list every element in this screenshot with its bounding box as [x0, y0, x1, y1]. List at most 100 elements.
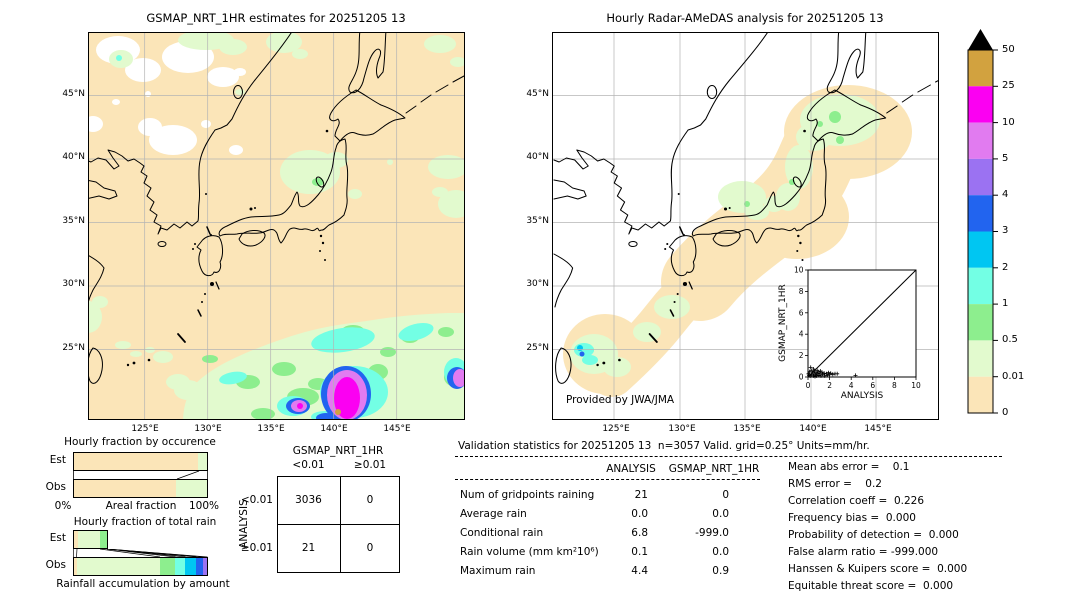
totalrain-obs-seg4: [175, 558, 185, 575]
stats-row-gsmap: 0.0: [712, 546, 729, 558]
cb-label-5: 5: [1002, 153, 1009, 164]
left-lat-40: 40°N: [62, 152, 85, 162]
left-lat-45: 45°N: [62, 89, 85, 99]
left-lon-135: 135°E: [257, 424, 285, 434]
stats-header-analysis: ANALYSIS: [606, 463, 656, 475]
right-lat-30: 30°N: [526, 279, 549, 289]
gsmap-map-canvas: [88, 32, 465, 420]
totalrain-est-seg3: [99, 531, 107, 548]
score-line: Probability of detection = 0.000: [788, 529, 959, 541]
cb-label-1: 1: [1002, 298, 1009, 309]
cb-label-4: 4: [1002, 189, 1009, 200]
totalrain-row-est: Est: [49, 532, 66, 544]
radar-frame: [552, 32, 939, 420]
cb-label-25: 25: [1002, 80, 1015, 91]
occurrence-obs-bar: [73, 479, 208, 498]
occurrence-est-bar: [73, 452, 208, 471]
right-lon-130: 130°E: [668, 424, 696, 434]
totalrain-est-bar: [73, 530, 108, 549]
cb-label-0: 0: [1002, 407, 1009, 418]
stats-title: Validation statistics for 20251205 13 n=…: [458, 440, 870, 452]
score-line: Correlation coeff = 0.226: [788, 495, 924, 507]
stats-row-analysis: 21: [634, 489, 648, 501]
stats-row-gsmap: 0.0: [712, 508, 729, 520]
totalrain-title: Hourly fraction of total rain: [73, 516, 217, 528]
svg-text:10: 10: [911, 381, 921, 390]
left-lat-35: 35°N: [62, 216, 85, 226]
right-lat-45: 45°N: [526, 89, 549, 99]
left-lon-145: 145°E: [383, 424, 411, 434]
cb-label-001: 0.01: [1002, 371, 1025, 382]
stats-row-analysis: 0.1: [631, 546, 648, 558]
contingency-hline: [277, 524, 400, 525]
totalrain-obs-seg1: [74, 558, 78, 575]
inset-identity-line: [807, 269, 917, 378]
stats-row-analysis: 6.8: [631, 527, 648, 539]
occurrence-x0: 0%: [54, 500, 72, 512]
colorbar-segments: [968, 50, 993, 413]
gsmap-aqua-dot-nw: [116, 55, 122, 61]
occurrence-obs-norain-segment: [74, 480, 177, 497]
contingency-col-label-ge: ≥0.01: [353, 459, 387, 471]
colorbar-overflow-triangle: [968, 29, 993, 50]
inset-xlabel: ANALYSIS: [841, 391, 884, 400]
occurrence-title: Hourly fraction by occurence: [64, 436, 216, 448]
occurrence-row-obs: Obs: [45, 481, 66, 493]
left-lon-125: 125°E: [131, 424, 159, 434]
stats-row-gsmap: 0.9: [712, 565, 729, 577]
stats-header-gsmap: GSMAP_NRT_1HR: [668, 463, 760, 475]
colorbar: [967, 29, 998, 414]
totalrain-xlabel: Rainfall accumulation by amount: [56, 578, 230, 590]
stats-row-analysis: 4.4: [631, 565, 648, 577]
svg-text:6: 6: [870, 381, 875, 390]
svg-text:8: 8: [892, 381, 897, 390]
score-line: Mean abs error = 0.1: [788, 461, 910, 473]
left-lon-130: 130°E: [194, 424, 222, 434]
colorbar-tick-marks: [993, 49, 998, 414]
cb-label-10: 10: [1002, 117, 1015, 128]
occurrence-est-rain-segment: [198, 453, 207, 470]
radar-moderate-rain-dots: [586, 111, 844, 354]
cb-label-50: 50: [1002, 44, 1015, 55]
inset-ticks: [805, 269, 917, 380]
totalrain-row-obs: Obs: [45, 559, 66, 571]
right-map-title: Hourly Radar-AMeDAS analysis for 2025120…: [606, 11, 884, 25]
cb-label-2: 2: [1002, 262, 1009, 273]
inset-scatter: 0 2 4 6 8 10 0 2 4 6 8 10 ANALYSIS GSMAP…: [778, 266, 921, 401]
score-line: RMS error = 0.2: [788, 478, 882, 490]
stats-divider-header: [455, 479, 760, 480]
occurrence-obs-rain-segment: [176, 480, 207, 497]
svg-text:4: 4: [799, 330, 804, 339]
stats-row-label: Num of gridpoints raining: [460, 489, 595, 501]
totalrain-est-seg1: [74, 531, 78, 548]
occurrence-xlabel: Areal fraction: [105, 500, 177, 512]
stats-divider-top: [455, 456, 1002, 457]
inset-tick-labels: 0 2 4 6 8 10 0 2 4 6 8 10: [794, 266, 921, 391]
score-line: Equitable threat score = 0.000: [788, 580, 954, 592]
svg-text:2: 2: [799, 351, 804, 360]
gsmap-gold-extreme-dot: [335, 409, 341, 415]
gsmap-gridlines: [88, 32, 465, 420]
svg-text:2: 2: [827, 381, 832, 390]
contingency-row-label-lt: <0.01: [240, 494, 273, 506]
stats-row-label: Average rain: [460, 508, 527, 520]
score-line: Frequency bias = 0.000: [788, 512, 916, 524]
inset-points: [806, 365, 858, 379]
radar-map-canvas: [552, 32, 939, 420]
stats-row-label: Conditional rain: [460, 527, 544, 539]
totalrain-connectors: [73, 549, 208, 557]
totalrain-obs-seg5: [184, 558, 196, 575]
totalrain-obs-seg3: [159, 558, 176, 575]
contingency-cell-01: 0: [366, 494, 374, 506]
occurrence-row-est: Est: [49, 454, 66, 466]
right-lon-145: 145°E: [864, 424, 892, 434]
occurrence-x1: 100%: [188, 500, 220, 512]
left-lat-30: 30°N: [62, 279, 85, 289]
right-lat-35: 35°N: [526, 216, 549, 226]
left-map-title: GSMAP_NRT_1HR estimates for 20251205 13: [146, 11, 406, 25]
svg-text:6: 6: [799, 308, 804, 317]
stats-row-gsmap: 0: [722, 489, 729, 501]
score-line: False alarm ratio = -999.000: [788, 546, 939, 558]
left-lon-140: 140°E: [320, 424, 348, 434]
totalrain-obs-seg2: [77, 558, 160, 575]
